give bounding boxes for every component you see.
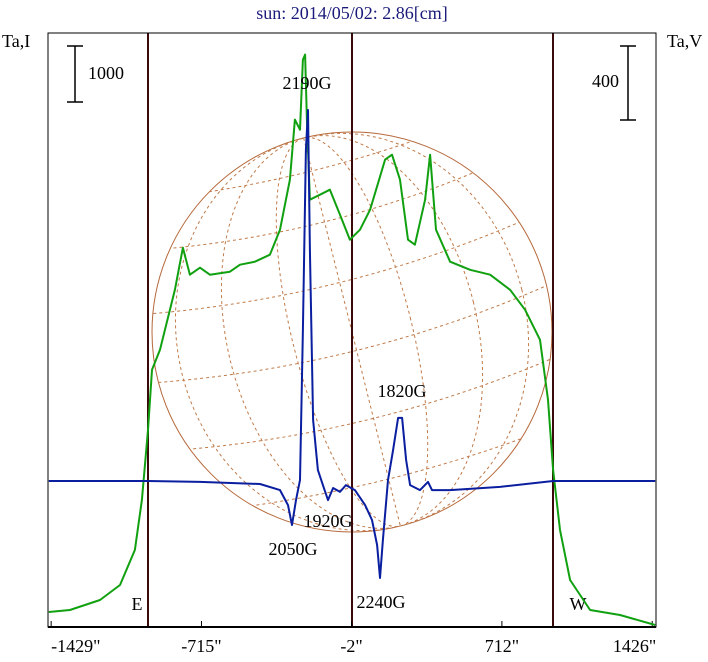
scale-bar	[67, 45, 83, 103]
peak-annotation: 2240G	[357, 592, 406, 612]
chart-title: sun: 2014/05/02: 2.86[cm]	[256, 3, 448, 23]
series-line	[48, 109, 656, 579]
limb-label: W	[570, 594, 587, 614]
peak-annotation: 1820G	[378, 381, 427, 401]
x-tick-label: 1426"	[613, 636, 656, 656]
series-line	[48, 53, 656, 626]
peak-annotation: 2050G	[269, 539, 318, 559]
x-tick-label: -715"	[181, 636, 221, 656]
x-tick-label: -2"	[340, 636, 362, 656]
limb-label: E	[132, 594, 143, 614]
x-tick-label: 712"	[485, 636, 519, 656]
peak-annotation: 1920G	[304, 511, 353, 531]
scale-bar	[620, 45, 636, 121]
y2-scale-bar-label: 400	[592, 71, 619, 91]
y2-axis-title: Ta,V	[667, 31, 702, 51]
x-tick-label: -1429"	[51, 636, 100, 656]
y-scale-bar-label: 1000	[88, 63, 124, 83]
y-axis-title: Ta,I	[2, 31, 30, 51]
plot-area	[48, 53, 656, 626]
peak-annotation: 2190G	[283, 73, 332, 93]
